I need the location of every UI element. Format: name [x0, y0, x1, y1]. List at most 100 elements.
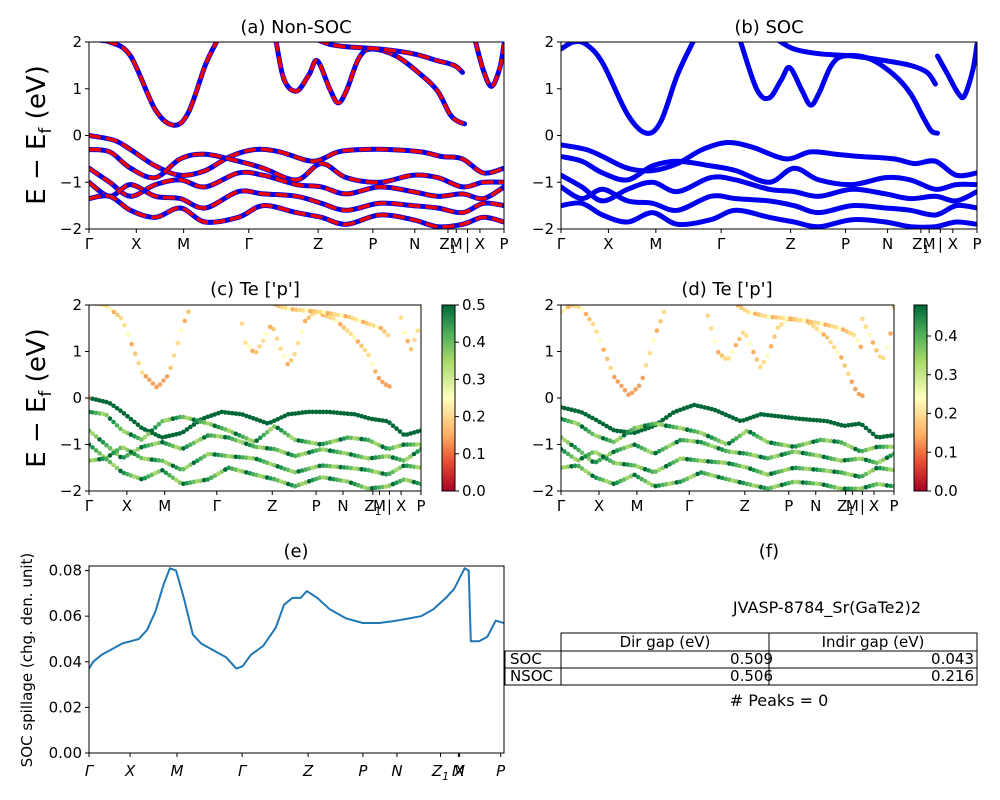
dot-d-556: [860, 393, 865, 399]
dot-d-141: [607, 438, 613, 444]
dot-c-215: [397, 443, 403, 449]
dot-d-584: [826, 323, 832, 328]
dot-d-344: [646, 468, 651, 473]
panel-f-title: (f): [759, 541, 779, 562]
dot-c-400: [373, 469, 378, 475]
dot-c-353: [209, 451, 214, 457]
dot-c-219: [411, 442, 417, 447]
dot-c-55: [174, 431, 179, 437]
dot-d-411: [881, 466, 886, 471]
dot-d-357: [691, 457, 697, 463]
dot-c-586: [382, 329, 387, 334]
dot-d-176: [730, 438, 736, 444]
dot-c-25: [175, 340, 180, 346]
material-id: JVASP-8784_Sr(GaTe2)2: [732, 598, 921, 618]
dot-c-367: [257, 458, 263, 463]
dot-c-422: [114, 465, 120, 471]
dot-c-337: [153, 457, 158, 463]
xtick-label-e-9: X: [453, 762, 465, 780]
dot-d-39: [586, 413, 592, 419]
dot-d-44: [604, 423, 609, 429]
dot-c-378: [296, 469, 302, 474]
dot-c-498: [380, 484, 385, 490]
dot-c-282: [296, 452, 302, 458]
dot-d-525: [751, 349, 756, 355]
dot-c-135: [118, 426, 123, 432]
dot-c-242: [156, 440, 162, 446]
dot-c-286: [310, 449, 316, 454]
dot-c-593: [412, 337, 417, 343]
dot-d-456: [702, 471, 707, 476]
dot-c-26: [179, 328, 184, 334]
dot-c-487: [341, 478, 347, 484]
dot-d-570: [777, 315, 783, 321]
dot-c-300: [359, 454, 364, 460]
dot-d-158: [667, 424, 672, 429]
dot-c-238: [142, 443, 148, 449]
dot-c-527: [295, 340, 301, 346]
dot-c-159: [202, 420, 207, 425]
dot-d-148: [632, 425, 637, 431]
dot-c-560: [290, 307, 296, 312]
dot-c-403: [383, 472, 389, 477]
dot-d-419: [572, 463, 578, 469]
band-a-7-dash: [318, 42, 464, 74]
dot-d-229: [579, 450, 585, 456]
dot-d-71: [698, 404, 704, 409]
xtick-sub-d: 1: [847, 505, 854, 518]
dot-d-215: [867, 446, 872, 452]
dot-d-136: [590, 431, 595, 437]
xtick-label-a-9: |: [465, 235, 470, 253]
dot-d-515: [716, 349, 721, 355]
dot-d-473: [762, 485, 767, 491]
dot-c-482: [324, 475, 329, 481]
panel-e-title: (e): [283, 541, 308, 562]
dot-c-133: [111, 419, 116, 425]
dot-d-302: [835, 457, 841, 463]
xtick-label-b-6: N: [882, 235, 893, 253]
dot-c-348: [191, 460, 197, 466]
dot-c-313: [404, 456, 410, 462]
dot-d-208: [842, 441, 848, 447]
xtick-label-d-1: X: [594, 497, 604, 515]
dot-d-73: [705, 405, 711, 411]
dot-c-315: [411, 451, 417, 457]
dot-d-502: [863, 484, 869, 490]
dot-c-435: [160, 468, 165, 473]
dot-c-493: [362, 485, 368, 491]
dot-d-413: [888, 467, 893, 472]
cbar-label-d-2: 0.2: [934, 405, 958, 423]
xtick-sub-b: 1: [922, 243, 929, 256]
dot-c-568: [318, 309, 324, 315]
dot-c-262: [226, 435, 232, 440]
dot-c-425: [125, 471, 130, 477]
xtick-label-e-4: Z: [302, 762, 314, 780]
dot-c-145: [153, 425, 158, 430]
dot-c-417: [97, 457, 102, 462]
dot-c-253: [195, 438, 200, 444]
panel-f: JVASP-8784_Sr(GaTe2)2 Dir gap (eV) Indir…: [504, 598, 978, 710]
dot-d-152: [646, 422, 651, 428]
dot-c-423: [118, 468, 123, 474]
dot-c-310: [394, 456, 399, 461]
dot-c-585: [378, 325, 384, 331]
dot-c-440: [177, 480, 183, 485]
dot-d-15: [612, 374, 617, 380]
dot-d-322: [569, 454, 574, 459]
dot-c-213: [390, 445, 396, 451]
dot-d-129: [565, 418, 571, 424]
dot-c-418: [100, 456, 106, 462]
dot-c-220: [415, 442, 420, 447]
dot-c-580: [360, 319, 366, 325]
dot-d-3: [569, 305, 574, 308]
xtick-label-d-4: Z: [740, 497, 750, 515]
dot-c-514: [250, 348, 255, 354]
dot-c-207: [369, 439, 375, 445]
dot-c-81: [264, 420, 270, 426]
dot-c-381: [306, 466, 312, 471]
dot-d-332: [604, 456, 609, 461]
dot-c-218: [408, 442, 413, 447]
dot-c-446: [198, 478, 204, 484]
xtick-label-d-11: P: [889, 497, 898, 515]
dot-c-299: [355, 453, 361, 459]
